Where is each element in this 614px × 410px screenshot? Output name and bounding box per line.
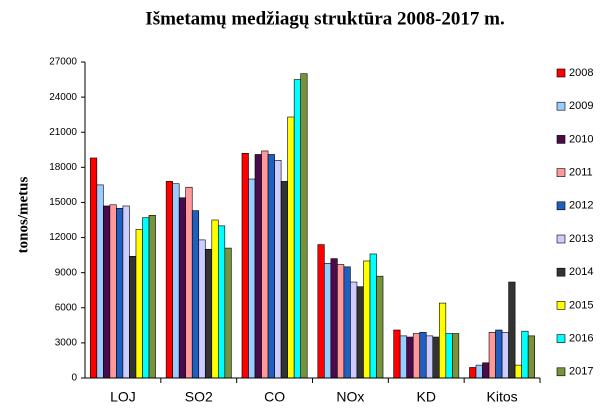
y-tick-label: 21000 — [49, 127, 77, 138]
bar — [393, 329, 401, 379]
bar — [508, 281, 516, 379]
legend-label: 2015 — [569, 299, 593, 311]
legend-label: 2014 — [569, 266, 593, 278]
bar — [129, 255, 137, 379]
y-tick-label: 18000 — [49, 162, 77, 173]
y-axis-label: tonos/metus — [15, 177, 31, 254]
bar — [337, 264, 345, 379]
bar — [178, 197, 187, 379]
legend-swatch — [556, 267, 566, 277]
y-tick-label: 3000 — [55, 338, 78, 349]
bar — [363, 260, 371, 379]
legend-label: 2017 — [569, 366, 593, 378]
bar — [495, 329, 503, 379]
bar — [96, 184, 104, 379]
legend-label: 2013 — [569, 233, 593, 245]
legend-swatch — [556, 334, 566, 343]
bar — [204, 248, 213, 379]
y-tick-label: 27000 — [49, 57, 77, 68]
bar — [185, 186, 193, 379]
bar — [514, 364, 522, 379]
bar — [122, 205, 130, 379]
bar — [527, 335, 535, 379]
bar — [475, 364, 483, 379]
bar — [165, 181, 173, 379]
bar — [148, 215, 156, 379]
bar — [324, 263, 332, 379]
y-tick-label: 12000 — [49, 232, 77, 243]
x-tick-label: Kitos — [487, 389, 518, 405]
bar — [90, 157, 98, 379]
legend-swatch — [556, 68, 566, 78]
bar — [343, 266, 351, 379]
bar — [412, 333, 421, 379]
bar — [218, 225, 226, 379]
legend-swatch — [556, 301, 566, 310]
bar — [445, 333, 453, 379]
bar — [432, 336, 440, 379]
bar — [501, 332, 509, 379]
bar — [248, 178, 256, 379]
bar — [224, 247, 232, 379]
x-tick-label: KD — [417, 389, 436, 405]
bar — [267, 154, 275, 379]
bar — [521, 330, 529, 379]
bar — [452, 333, 460, 379]
bar — [488, 332, 496, 379]
y-tick-label: 15000 — [49, 197, 77, 208]
bar — [198, 239, 206, 379]
legend-swatch — [556, 168, 566, 177]
bar — [293, 79, 301, 379]
bar — [287, 116, 295, 379]
bar — [109, 204, 117, 379]
bar — [369, 253, 377, 379]
bar — [406, 336, 414, 379]
legend-label: 2009 — [569, 100, 593, 112]
legend-label: 2008 — [569, 67, 593, 79]
bar — [376, 275, 384, 379]
legend-swatch — [556, 101, 566, 111]
bar — [317, 244, 325, 379]
bar — [425, 335, 434, 379]
bar — [356, 286, 364, 379]
legend-label: 2010 — [569, 133, 593, 145]
bar — [482, 362, 490, 379]
x-tick-label: LOJ — [110, 389, 136, 405]
legend-swatch — [556, 201, 566, 211]
bar — [469, 367, 477, 379]
bar — [103, 205, 111, 379]
legend-label: 2011 — [569, 167, 593, 179]
x-tick-label: NOx — [336, 389, 364, 405]
bar — [142, 217, 150, 379]
y-tick-label: 0 — [71, 373, 77, 384]
legend-swatch — [556, 234, 566, 244]
y-tick-label: 9000 — [55, 267, 78, 278]
y-tick-label: 24000 — [49, 92, 77, 103]
legend-label: 2016 — [569, 333, 593, 345]
bar — [280, 181, 288, 379]
bar — [254, 154, 262, 379]
bar — [191, 210, 200, 379]
bar — [350, 281, 358, 379]
bar — [116, 207, 124, 379]
legend-swatch — [556, 367, 566, 377]
y-tick-label: 6000 — [55, 302, 78, 313]
bar — [211, 219, 219, 379]
legend-swatch — [556, 135, 566, 144]
bar — [261, 150, 269, 379]
bar — [172, 183, 180, 379]
x-tick-label: CO — [264, 389, 285, 405]
bar — [241, 152, 249, 379]
bar — [300, 73, 308, 379]
bar — [135, 229, 143, 379]
bar — [419, 332, 427, 379]
x-tick-label: SO2 — [185, 389, 213, 405]
bar — [274, 160, 282, 379]
chart-title: Išmetamų medžiagų struktūra 2008-2017 m. — [145, 8, 504, 29]
legend-label: 2012 — [569, 200, 593, 212]
bar — [399, 335, 407, 379]
bar — [330, 258, 338, 379]
bar — [438, 302, 447, 379]
